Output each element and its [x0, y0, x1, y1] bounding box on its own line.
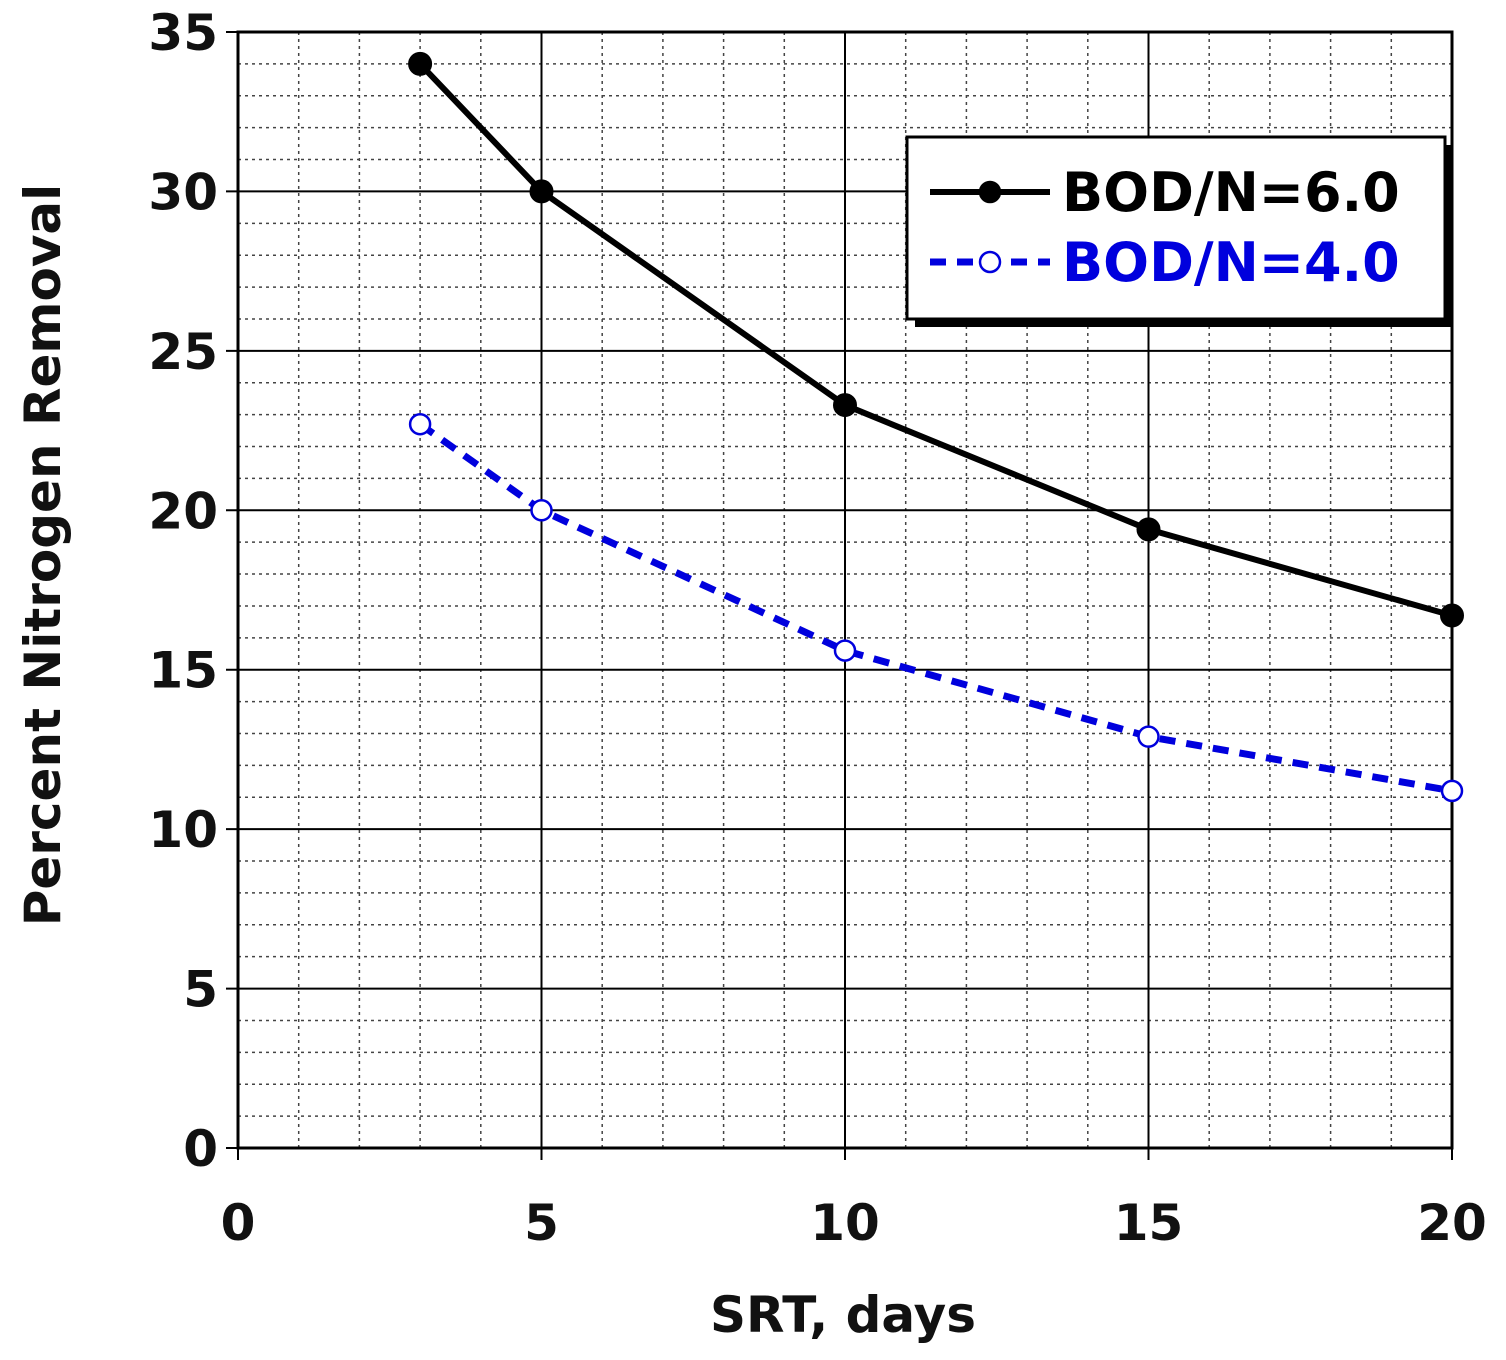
x-tick-label: 20: [1417, 1194, 1487, 1252]
data-point: [530, 499, 553, 522]
data-point: [833, 393, 857, 418]
y-tick-label: 20: [148, 482, 218, 540]
x-tick-label: 0: [221, 1194, 256, 1252]
data-point: [1136, 517, 1161, 542]
y-axis-title: Percent Nitrogen Removal: [14, 184, 72, 927]
y-tick-label: 5: [183, 961, 218, 1019]
legend-items: BOD/N=6.0 BOD/N=4.0: [930, 161, 1400, 294]
y-tick-label: 35: [148, 4, 218, 62]
series-layer: [408, 51, 1464, 803]
legend-item-1: BOD/N=6.0: [930, 161, 1400, 224]
plot-frame: [236, 30, 1454, 1150]
legend-item-2: BOD/N=4.0: [930, 231, 1400, 294]
legend: BOD/N=6.0 BOD/N=4.0: [905, 135, 1453, 327]
series-2: [408, 412, 1464, 803]
legend-marker-swatch: [978, 180, 1002, 204]
y-tick-label: 30: [148, 163, 218, 221]
data-point: [1440, 603, 1464, 628]
x-tick-label: 15: [1114, 1194, 1184, 1252]
y-tick-label: 15: [148, 642, 218, 700]
data-point: [408, 51, 433, 76]
data-point: [833, 639, 857, 662]
data-point: [1440, 779, 1464, 803]
y-tick-label: 0: [183, 1120, 218, 1178]
y-axis-tick-labels: 0 5 10 15 20 25 30 35: [148, 4, 218, 1178]
x-tick-label: 5: [524, 1194, 559, 1252]
legend-marker-swatch: [978, 250, 1002, 274]
data-point: [1137, 725, 1160, 748]
data-point: [529, 179, 554, 204]
y-tick-label: 10: [148, 801, 218, 859]
y-tick-label: 25: [148, 323, 218, 381]
series-line: [418, 421, 1453, 795]
x-tick-label: 10: [810, 1194, 880, 1252]
legend-label: BOD/N=4.0: [1062, 231, 1400, 294]
legend-label: BOD/N=6.0: [1062, 161, 1400, 224]
series-1: [408, 51, 1464, 628]
legend-box: [905, 135, 1447, 321]
data-point: [408, 412, 432, 436]
x-axis-tick-labels: 0 5 10 15 20: [221, 1194, 1487, 1252]
x-axis-title: SRT, days: [710, 1286, 976, 1344]
